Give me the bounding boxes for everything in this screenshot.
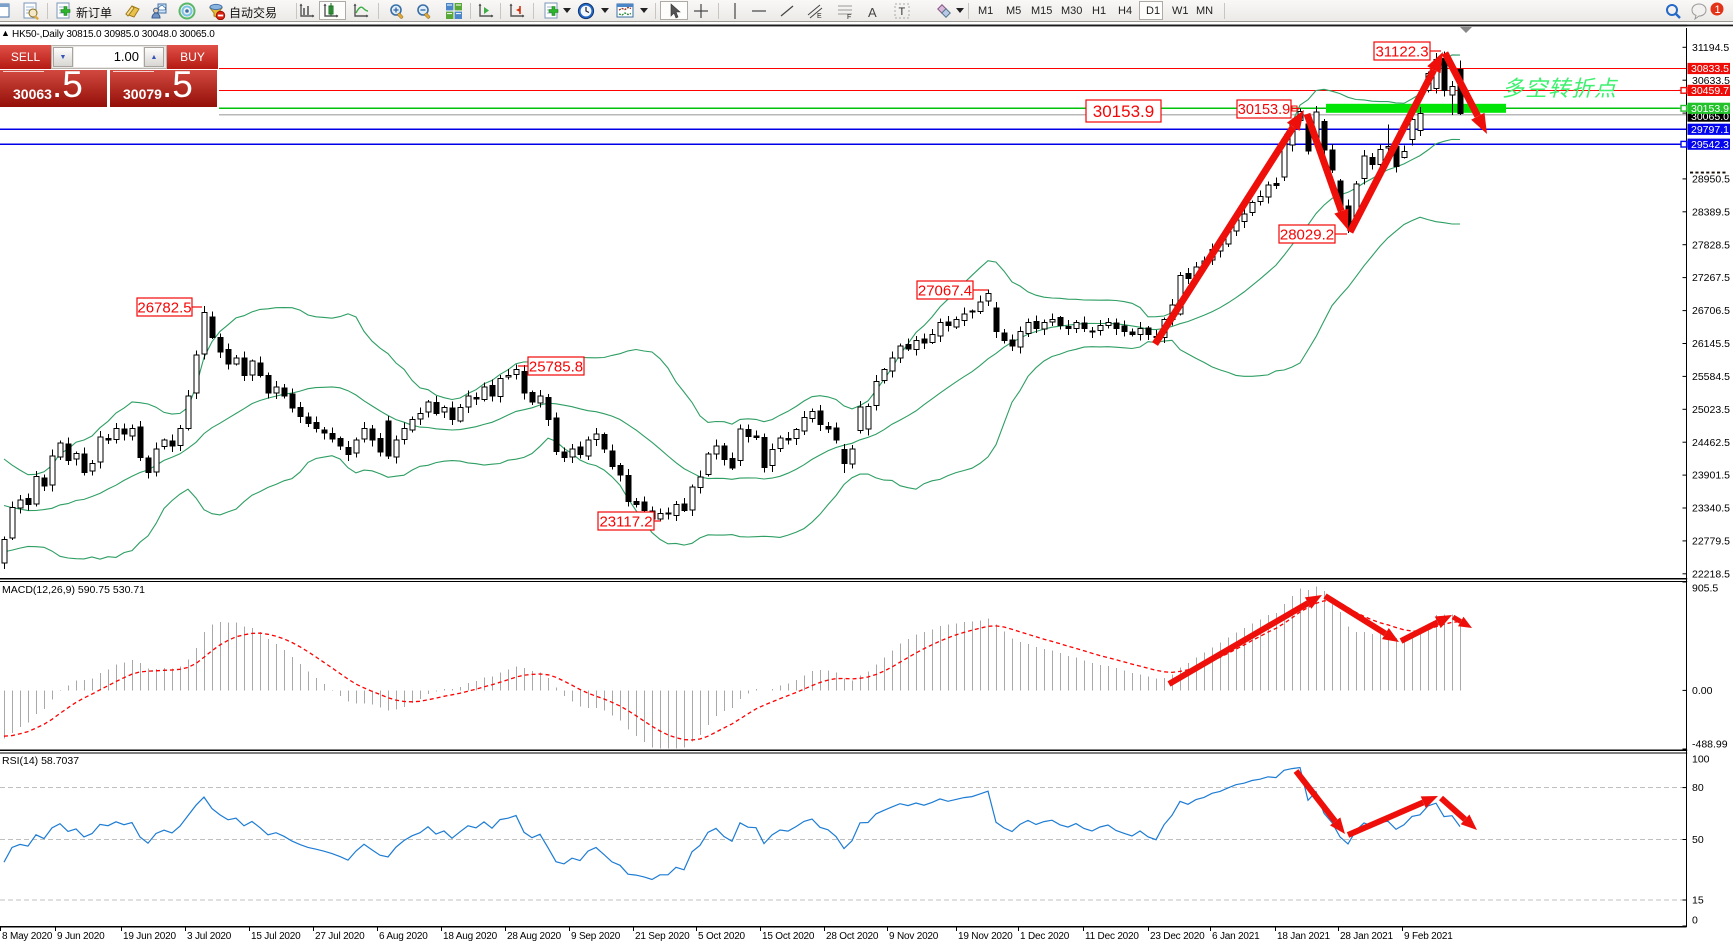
svg-text:27 Jul 2020: 27 Jul 2020 xyxy=(315,931,365,942)
svg-text:0: 0 xyxy=(1692,915,1698,927)
svg-text:9 Feb 2021: 9 Feb 2021 xyxy=(1404,931,1453,942)
svg-text:23 Dec 2020: 23 Dec 2020 xyxy=(1150,931,1205,942)
svg-text:18 Aug 2020: 18 Aug 2020 xyxy=(443,931,498,942)
svg-text:28 Aug 2020: 28 Aug 2020 xyxy=(507,931,562,942)
svg-text:30459.7: 30459.7 xyxy=(1691,85,1729,97)
svg-text:27828.5: 27828.5 xyxy=(1692,239,1730,251)
svg-text:▲: ▲ xyxy=(1,28,10,38)
svg-text:E: E xyxy=(817,13,822,20)
svg-text:F: F xyxy=(847,14,851,20)
svg-text:80: 80 xyxy=(1692,782,1704,794)
svg-text:905.5: 905.5 xyxy=(1692,583,1718,595)
svg-text:31194.5: 31194.5 xyxy=(1692,42,1729,54)
svg-text:19 Nov 2020: 19 Nov 2020 xyxy=(958,931,1013,942)
svg-text:24462.5: 24462.5 xyxy=(1692,437,1730,449)
svg-text:6 Jan 2021: 6 Jan 2021 xyxy=(1212,931,1260,942)
svg-text:22779.5: 22779.5 xyxy=(1692,536,1730,548)
svg-text:100: 100 xyxy=(1692,754,1710,766)
svg-text:6 Aug 2020: 6 Aug 2020 xyxy=(379,931,428,942)
svg-text:50: 50 xyxy=(1692,834,1704,846)
svg-text:8 May 2020: 8 May 2020 xyxy=(2,931,53,942)
svg-text:30153.9: 30153.9 xyxy=(1238,102,1290,118)
svg-text:28029.2: 28029.2 xyxy=(1280,226,1334,243)
svg-text:RSI(14) 58.7037: RSI(14) 58.7037 xyxy=(2,755,79,767)
svg-text:25584.5: 25584.5 xyxy=(1692,371,1730,383)
svg-text:15: 15 xyxy=(1692,895,1704,907)
svg-text:29542.3: 29542.3 xyxy=(1691,139,1729,151)
svg-text:3 Jul 2020: 3 Jul 2020 xyxy=(187,931,232,942)
svg-text:9 Sep 2020: 9 Sep 2020 xyxy=(571,931,621,942)
svg-text:MACD(12,26,9) 590.75 530.71: MACD(12,26,9) 590.75 530.71 xyxy=(2,584,145,596)
svg-text:27267.5: 27267.5 xyxy=(1692,272,1730,284)
svg-text:15 Jul 2020: 15 Jul 2020 xyxy=(251,931,301,942)
svg-text:25785.8: 25785.8 xyxy=(529,358,583,375)
svg-text:1: 1 xyxy=(1715,4,1721,16)
svg-text:29797.1: 29797.1 xyxy=(1691,124,1729,136)
svg-text:28 Oct 2020: 28 Oct 2020 xyxy=(826,931,879,942)
svg-text:28 Jan 2021: 28 Jan 2021 xyxy=(1340,931,1393,942)
svg-text:-488.99: -488.99 xyxy=(1692,739,1728,751)
svg-text:21 Sep 2020: 21 Sep 2020 xyxy=(635,931,690,942)
svg-text:30633.5: 30633.5 xyxy=(1692,75,1730,87)
svg-text:28389.5: 28389.5 xyxy=(1692,206,1730,218)
svg-text:26782.5: 26782.5 xyxy=(137,299,191,316)
svg-text:5 Oct 2020: 5 Oct 2020 xyxy=(698,931,746,942)
svg-text:1 Dec 2020: 1 Dec 2020 xyxy=(1020,931,1070,942)
svg-text:19 Jun 2020: 19 Jun 2020 xyxy=(123,931,176,942)
svg-text:9 Nov 2020: 9 Nov 2020 xyxy=(889,931,939,942)
svg-text:31122.3: 31122.3 xyxy=(1375,43,1428,60)
svg-text:26145.5: 26145.5 xyxy=(1692,338,1730,350)
svg-text:22218.5: 22218.5 xyxy=(1692,568,1730,580)
svg-text:23901.5: 23901.5 xyxy=(1692,470,1730,482)
svg-text:0.00: 0.00 xyxy=(1692,685,1713,697)
svg-text:HK50-,Daily 30815.0 30985.0 3: HK50-,Daily 30815.0 30985.0 30048.0 3006… xyxy=(12,29,215,40)
svg-text:11 Dec 2020: 11 Dec 2020 xyxy=(1085,931,1139,942)
svg-text:27067.4: 27067.4 xyxy=(918,282,972,299)
svg-text:23117.2: 23117.2 xyxy=(599,513,652,530)
svg-text:9 Jun 2020: 9 Jun 2020 xyxy=(57,931,105,942)
svg-text:30833.5: 30833.5 xyxy=(1691,63,1729,75)
svg-text:26706.5: 26706.5 xyxy=(1692,305,1730,317)
svg-text:多空转折点: 多空转折点 xyxy=(1502,76,1619,101)
svg-text:15 Oct 2020: 15 Oct 2020 xyxy=(762,931,815,942)
svg-text:18 Jan 2021: 18 Jan 2021 xyxy=(1277,931,1330,942)
svg-text:T: T xyxy=(899,6,906,18)
svg-text:30153.9: 30153.9 xyxy=(1691,103,1729,115)
svg-text:28950.5: 28950.5 xyxy=(1692,174,1730,186)
svg-text:23340.5: 23340.5 xyxy=(1692,503,1730,515)
svg-text:25023.5: 25023.5 xyxy=(1692,404,1730,416)
svg-text:30153.9: 30153.9 xyxy=(1093,102,1154,121)
